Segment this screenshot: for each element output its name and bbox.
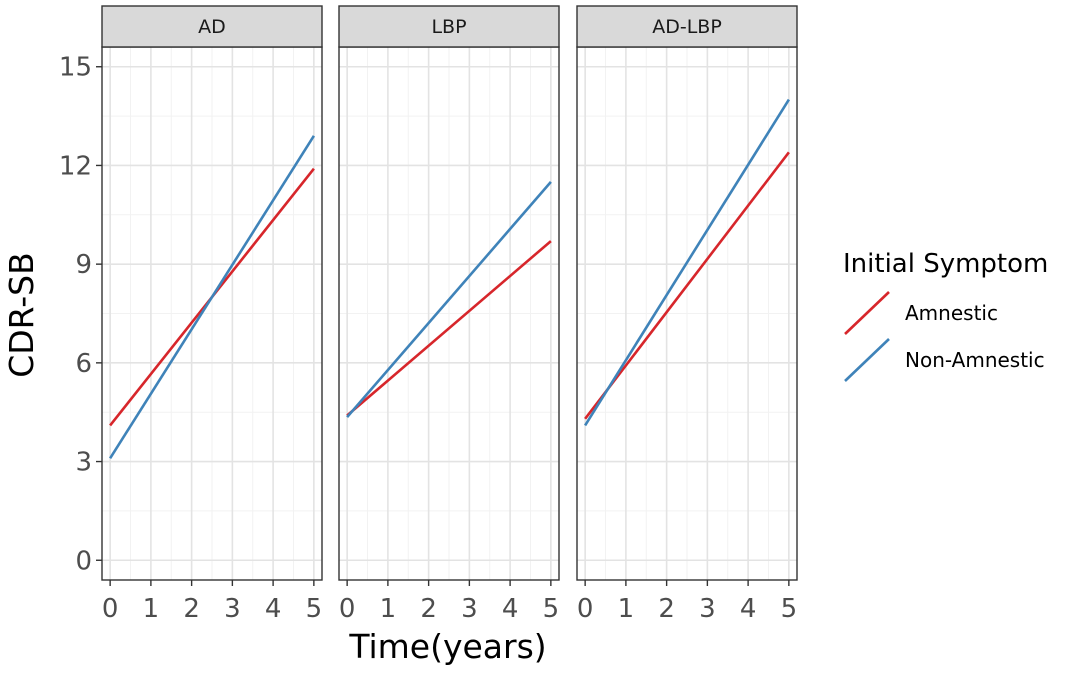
x-tick-label: 4 bbox=[265, 594, 282, 624]
series-line-non-amnestic bbox=[583, 98, 791, 427]
legend: Initial Symptom Amnestic Non-Amnestic bbox=[843, 249, 1048, 382]
y-tick-label: 12 bbox=[59, 151, 92, 181]
x-tick-label: 1 bbox=[143, 594, 160, 624]
x-tick-label: 5 bbox=[306, 594, 323, 624]
y-axis: 0 3 6 9 12 15 bbox=[59, 53, 102, 576]
legend-title: Initial Symptom bbox=[843, 249, 1048, 279]
x-tick-label: 5 bbox=[781, 594, 798, 624]
series-line-non-amnestic bbox=[109, 135, 315, 459]
y-tick-label: 0 bbox=[75, 546, 92, 576]
x-tick-label: 0 bbox=[577, 594, 594, 624]
facet-strip bbox=[101, 5, 323, 48]
legend-key-amnestic bbox=[844, 291, 890, 335]
panels-layer: AD LBP AD-LBP bbox=[101, 5, 798, 581]
x-tick-label: 1 bbox=[618, 594, 635, 624]
facet-strip bbox=[576, 5, 798, 48]
y-axis-title: CDR-SB bbox=[2, 252, 41, 378]
x-tick-label: 4 bbox=[502, 594, 519, 624]
series-line-amnestic bbox=[584, 151, 790, 420]
x-tick-label: 2 bbox=[658, 594, 675, 624]
series-line-non-amnestic bbox=[346, 181, 552, 418]
x-axis-title: Time(years) bbox=[348, 627, 546, 666]
facet-panel-ad: AD bbox=[101, 5, 323, 581]
y-tick-label: 15 bbox=[59, 53, 92, 83]
x-tick-label: 5 bbox=[543, 594, 560, 624]
x-tick-label: 3 bbox=[224, 594, 241, 624]
x-tick-label: 1 bbox=[380, 594, 397, 624]
y-tick-label: 6 bbox=[75, 349, 92, 379]
facet-strip-label: AD bbox=[198, 16, 226, 38]
series-line-amnestic bbox=[346, 240, 552, 417]
legend-key-non-amnestic bbox=[844, 338, 890, 382]
facet-strip-label: LBP bbox=[431, 16, 466, 38]
x-tick-label: 3 bbox=[699, 594, 716, 624]
x-tick-label: 2 bbox=[420, 594, 437, 624]
x-tick-label: 0 bbox=[339, 594, 356, 624]
x-tick-label: 0 bbox=[102, 594, 119, 624]
legend-label-non-amnestic: Non-Amnestic bbox=[905, 348, 1045, 372]
x-tick-label: 3 bbox=[461, 594, 478, 624]
x-tick-label: 4 bbox=[740, 594, 757, 624]
legend-label-amnestic: Amnestic bbox=[905, 301, 998, 325]
facet-strip-label: AD-LBP bbox=[652, 16, 722, 38]
x-tick-label: 2 bbox=[183, 594, 200, 624]
facet-panel-ad-lbp: AD-LBP bbox=[576, 5, 798, 581]
y-tick-label: 3 bbox=[75, 448, 92, 478]
facet-strip bbox=[338, 5, 560, 48]
y-tick-label: 9 bbox=[75, 250, 92, 280]
facet-panel-lbp: LBP bbox=[338, 5, 560, 581]
